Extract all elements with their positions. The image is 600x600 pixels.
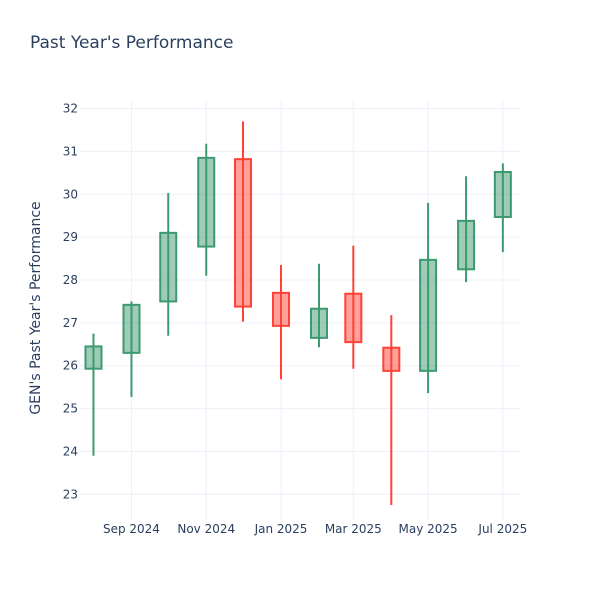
candle-increasing[interactable] bbox=[197, 143, 216, 276]
candle-increasing[interactable] bbox=[493, 163, 512, 253]
candle-layer bbox=[84, 121, 512, 505]
x-tick-label: Jul 2025 bbox=[477, 522, 527, 536]
x-tick-label: Mar 2025 bbox=[325, 522, 382, 536]
x-tick-label: Sep 2024 bbox=[103, 522, 160, 536]
candle-body bbox=[122, 303, 141, 354]
candle-increasing[interactable] bbox=[159, 193, 178, 336]
candle-increasing[interactable] bbox=[457, 176, 476, 283]
y-axis-title: GEN's Past Year's Performance bbox=[28, 201, 44, 414]
candle-decreasing[interactable] bbox=[234, 121, 253, 322]
y-tick-labels: 23 24 25 26 27 28 29 30 31 32 bbox=[63, 102, 78, 502]
y-tick-label: 28 bbox=[63, 273, 78, 287]
candle-body bbox=[197, 156, 216, 248]
y-tick-label: 25 bbox=[63, 402, 78, 416]
y-tick-label: 32 bbox=[63, 102, 78, 116]
x-tick-labels: Sep 2024 Nov 2024 Jan 2025 Mar 2025 May 2025… bbox=[103, 522, 527, 536]
grid-layer bbox=[80, 100, 520, 520]
candle-decreasing[interactable] bbox=[344, 245, 363, 369]
candle-increasing[interactable] bbox=[309, 263, 328, 348]
y-tick-label: 30 bbox=[63, 187, 78, 201]
candle-body bbox=[159, 231, 178, 303]
x-tick-label: Jan 2025 bbox=[254, 522, 308, 536]
candle-body bbox=[344, 292, 363, 344]
y-tick-label: 24 bbox=[63, 444, 78, 458]
chart-title: Past Year's Performance bbox=[30, 33, 234, 53]
candle-body bbox=[457, 219, 476, 271]
y-tick-label: 27 bbox=[63, 316, 78, 330]
y-tick-label: 23 bbox=[63, 487, 78, 501]
candle-increasing[interactable] bbox=[419, 202, 438, 394]
candle-body bbox=[419, 258, 438, 372]
x-tick-label: Nov 2024 bbox=[177, 522, 235, 536]
candle-body bbox=[84, 345, 103, 370]
y-tick-label: 29 bbox=[63, 230, 78, 244]
candle-increasing[interactable] bbox=[122, 301, 141, 397]
candle-decreasing[interactable] bbox=[382, 315, 401, 505]
candle-body bbox=[234, 158, 253, 308]
candle-body bbox=[382, 346, 401, 372]
candle-increasing[interactable] bbox=[84, 333, 103, 456]
y-tick-label: 31 bbox=[63, 144, 78, 158]
candle-body bbox=[272, 291, 291, 327]
candle-body bbox=[309, 307, 328, 339]
candle-body bbox=[493, 171, 512, 218]
candle-decreasing[interactable] bbox=[272, 265, 291, 380]
y-tick-label: 26 bbox=[63, 359, 78, 373]
x-tick-label: May 2025 bbox=[398, 522, 457, 536]
